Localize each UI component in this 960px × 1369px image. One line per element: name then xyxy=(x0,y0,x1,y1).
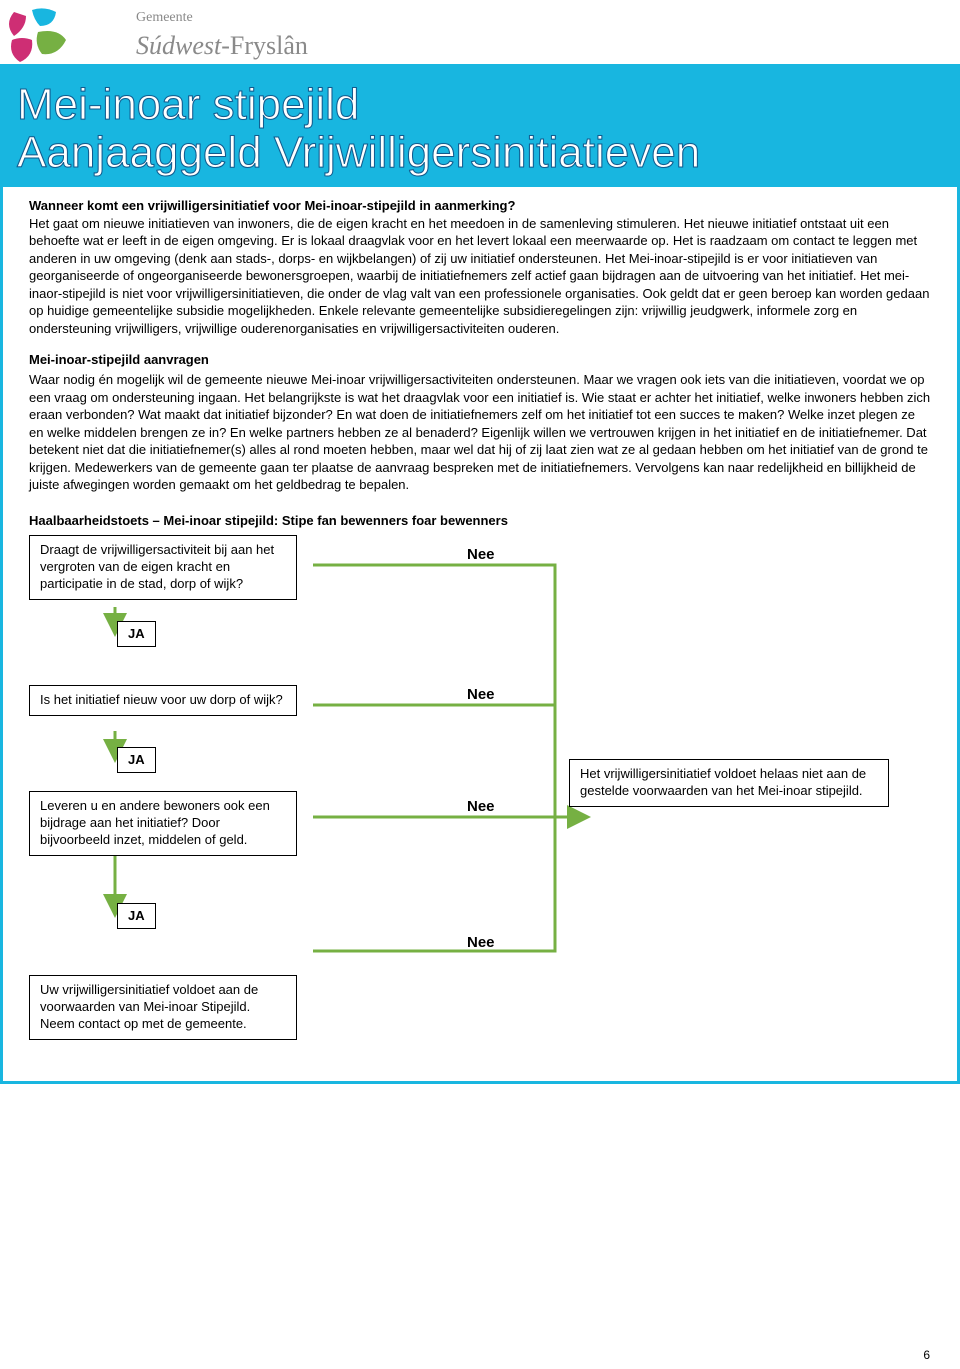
flow-nee-3: Nee xyxy=(467,797,495,817)
flow-reject: Het vrijwilligersinitiatief voldoet hela… xyxy=(569,759,889,807)
flow-q1: Draagt de vrijwilligersactiviteit bij aa… xyxy=(29,535,297,600)
logo-mark xyxy=(4,6,124,66)
flow-nee-2: Nee xyxy=(467,685,495,705)
aanvragen-heading: Mei-inoar-stipejild aanvragen xyxy=(29,351,931,369)
toets-heading: Haalbaarheidstoets – Mei-inoar stipejild… xyxy=(29,512,931,530)
logo-gemeente: Gemeente xyxy=(136,9,308,28)
header-logo: Gemeente Súdwest-Fryslân xyxy=(0,0,960,68)
banner-line1: Mei-inoar stipejild xyxy=(17,81,943,129)
logo-name-plain: -Fryslân xyxy=(221,31,308,60)
flow-nee-4: Nee xyxy=(467,933,495,953)
logo-name-italic: Súdwest xyxy=(136,31,221,60)
intro-heading: Wanneer komt een vrijwilligersinitiatief… xyxy=(29,198,515,213)
flow-q3: Leveren u en andere bewoners ook een bij… xyxy=(29,791,297,856)
intro-paragraph: Wanneer komt een vrijwilligersinitiatief… xyxy=(29,197,931,337)
logo-text: Gemeente Súdwest-Fryslân xyxy=(136,9,308,63)
page-number: 6 xyxy=(923,1347,930,1363)
flow-ja-3: JA xyxy=(117,903,156,929)
flowchart: Draagt de vrijwilligersactiviteit bij aa… xyxy=(29,535,931,1065)
flow-ja-1: JA xyxy=(117,621,156,647)
flow-success: Uw vrijwilligersinitiatief voldoet aan d… xyxy=(29,975,297,1040)
flow-nee-1: Nee xyxy=(467,545,495,565)
flow-ja-2: JA xyxy=(117,747,156,773)
content-frame: Wanneer komt een vrijwilligersinitiatief… xyxy=(0,187,960,1084)
flow-q2: Is het initiatief nieuw voor uw dorp of … xyxy=(29,685,297,716)
intro-body: Het gaat om nieuwe initiatieven van inwo… xyxy=(29,216,929,336)
aanvragen-body: Waar nodig én mogelijk wil de gemeente n… xyxy=(29,371,931,494)
title-banner: Mei-inoar stipejild Aanjaaggeld Vrijwill… xyxy=(0,64,960,187)
banner-line2: Aanjaaggeld Vrijwilligersinitiatieven xyxy=(17,129,943,177)
